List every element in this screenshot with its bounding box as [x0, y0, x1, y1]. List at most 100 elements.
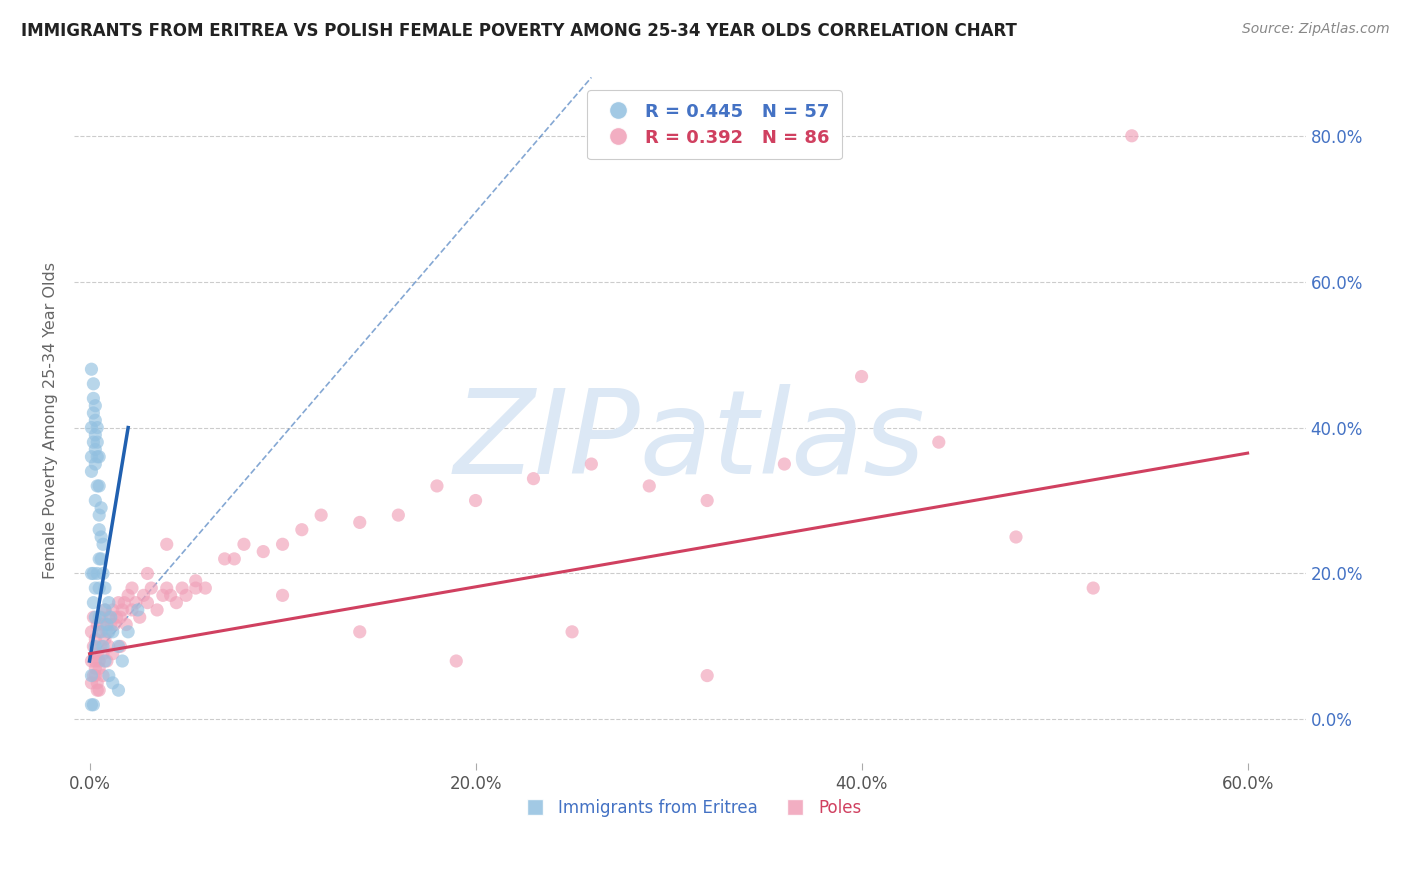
Point	[86, 450, 108, 464]
Point	[224, 552, 246, 566]
Point	[1005, 530, 1028, 544]
Point	[561, 624, 583, 639]
Point	[271, 588, 294, 602]
Point	[91, 647, 114, 661]
Point	[84, 493, 107, 508]
Point	[94, 603, 117, 617]
Point	[82, 698, 104, 712]
Point	[309, 508, 332, 522]
Point	[100, 610, 122, 624]
Point	[146, 603, 169, 617]
Point	[84, 442, 107, 457]
Point	[97, 610, 120, 624]
Point	[101, 647, 124, 661]
Point	[86, 676, 108, 690]
Point	[90, 640, 112, 654]
Point	[121, 603, 143, 617]
Point	[82, 640, 104, 654]
Point	[84, 413, 107, 427]
Point	[97, 640, 120, 654]
Point	[80, 362, 103, 376]
Point	[522, 472, 544, 486]
Point	[426, 479, 449, 493]
Point	[141, 581, 163, 595]
Point	[696, 493, 718, 508]
Point	[132, 588, 155, 602]
Point	[86, 647, 108, 661]
Point	[80, 566, 103, 581]
Point	[90, 624, 112, 639]
Point	[80, 698, 103, 712]
Point	[90, 610, 112, 624]
Point	[127, 603, 149, 617]
Point	[194, 581, 217, 595]
Point	[89, 552, 111, 566]
Point	[96, 654, 118, 668]
Point	[349, 624, 371, 639]
Point	[1121, 128, 1143, 143]
Point	[291, 523, 314, 537]
Point	[91, 668, 114, 682]
Point	[84, 654, 107, 668]
Point	[84, 399, 107, 413]
Point	[1083, 581, 1105, 595]
Point	[638, 479, 661, 493]
Point	[104, 617, 127, 632]
Point	[89, 661, 111, 675]
Point	[86, 435, 108, 450]
Point	[84, 640, 107, 654]
Point	[97, 624, 120, 639]
Point	[90, 552, 112, 566]
Point	[97, 596, 120, 610]
Point	[86, 420, 108, 434]
Point	[214, 552, 236, 566]
Point	[96, 624, 118, 639]
Point	[89, 581, 111, 595]
Point	[117, 624, 139, 639]
Point	[89, 523, 111, 537]
Point	[94, 654, 117, 668]
Point	[89, 624, 111, 639]
Point	[84, 610, 107, 624]
Text: ZIPatlas: ZIPatlas	[454, 384, 925, 498]
Point	[121, 581, 143, 595]
Point	[94, 632, 117, 647]
Point	[91, 640, 114, 654]
Point	[112, 596, 135, 610]
Point	[105, 610, 128, 624]
Point	[387, 508, 409, 522]
Point	[84, 428, 107, 442]
Point	[110, 610, 132, 624]
Point	[82, 435, 104, 450]
Point	[773, 457, 796, 471]
Point	[107, 683, 129, 698]
Point	[349, 516, 371, 530]
Point	[84, 457, 107, 471]
Point	[86, 566, 108, 581]
Point	[89, 683, 111, 698]
Text: Source: ZipAtlas.com: Source: ZipAtlas.com	[1241, 22, 1389, 37]
Point	[100, 617, 122, 632]
Point	[84, 668, 107, 682]
Point	[82, 376, 104, 391]
Point	[94, 581, 117, 595]
Point	[84, 581, 107, 595]
Point	[84, 661, 107, 675]
Point	[174, 588, 197, 602]
Point	[101, 624, 124, 639]
Point	[152, 588, 174, 602]
Point	[97, 668, 120, 682]
Point	[110, 640, 132, 654]
Point	[80, 654, 103, 668]
Point	[89, 610, 111, 624]
Point	[156, 581, 179, 595]
Point	[82, 610, 104, 624]
Point	[107, 596, 129, 610]
Point	[117, 588, 139, 602]
Point	[82, 668, 104, 682]
Point	[94, 603, 117, 617]
Point	[136, 596, 159, 610]
Point	[91, 537, 114, 551]
Point	[101, 676, 124, 690]
Point	[80, 624, 103, 639]
